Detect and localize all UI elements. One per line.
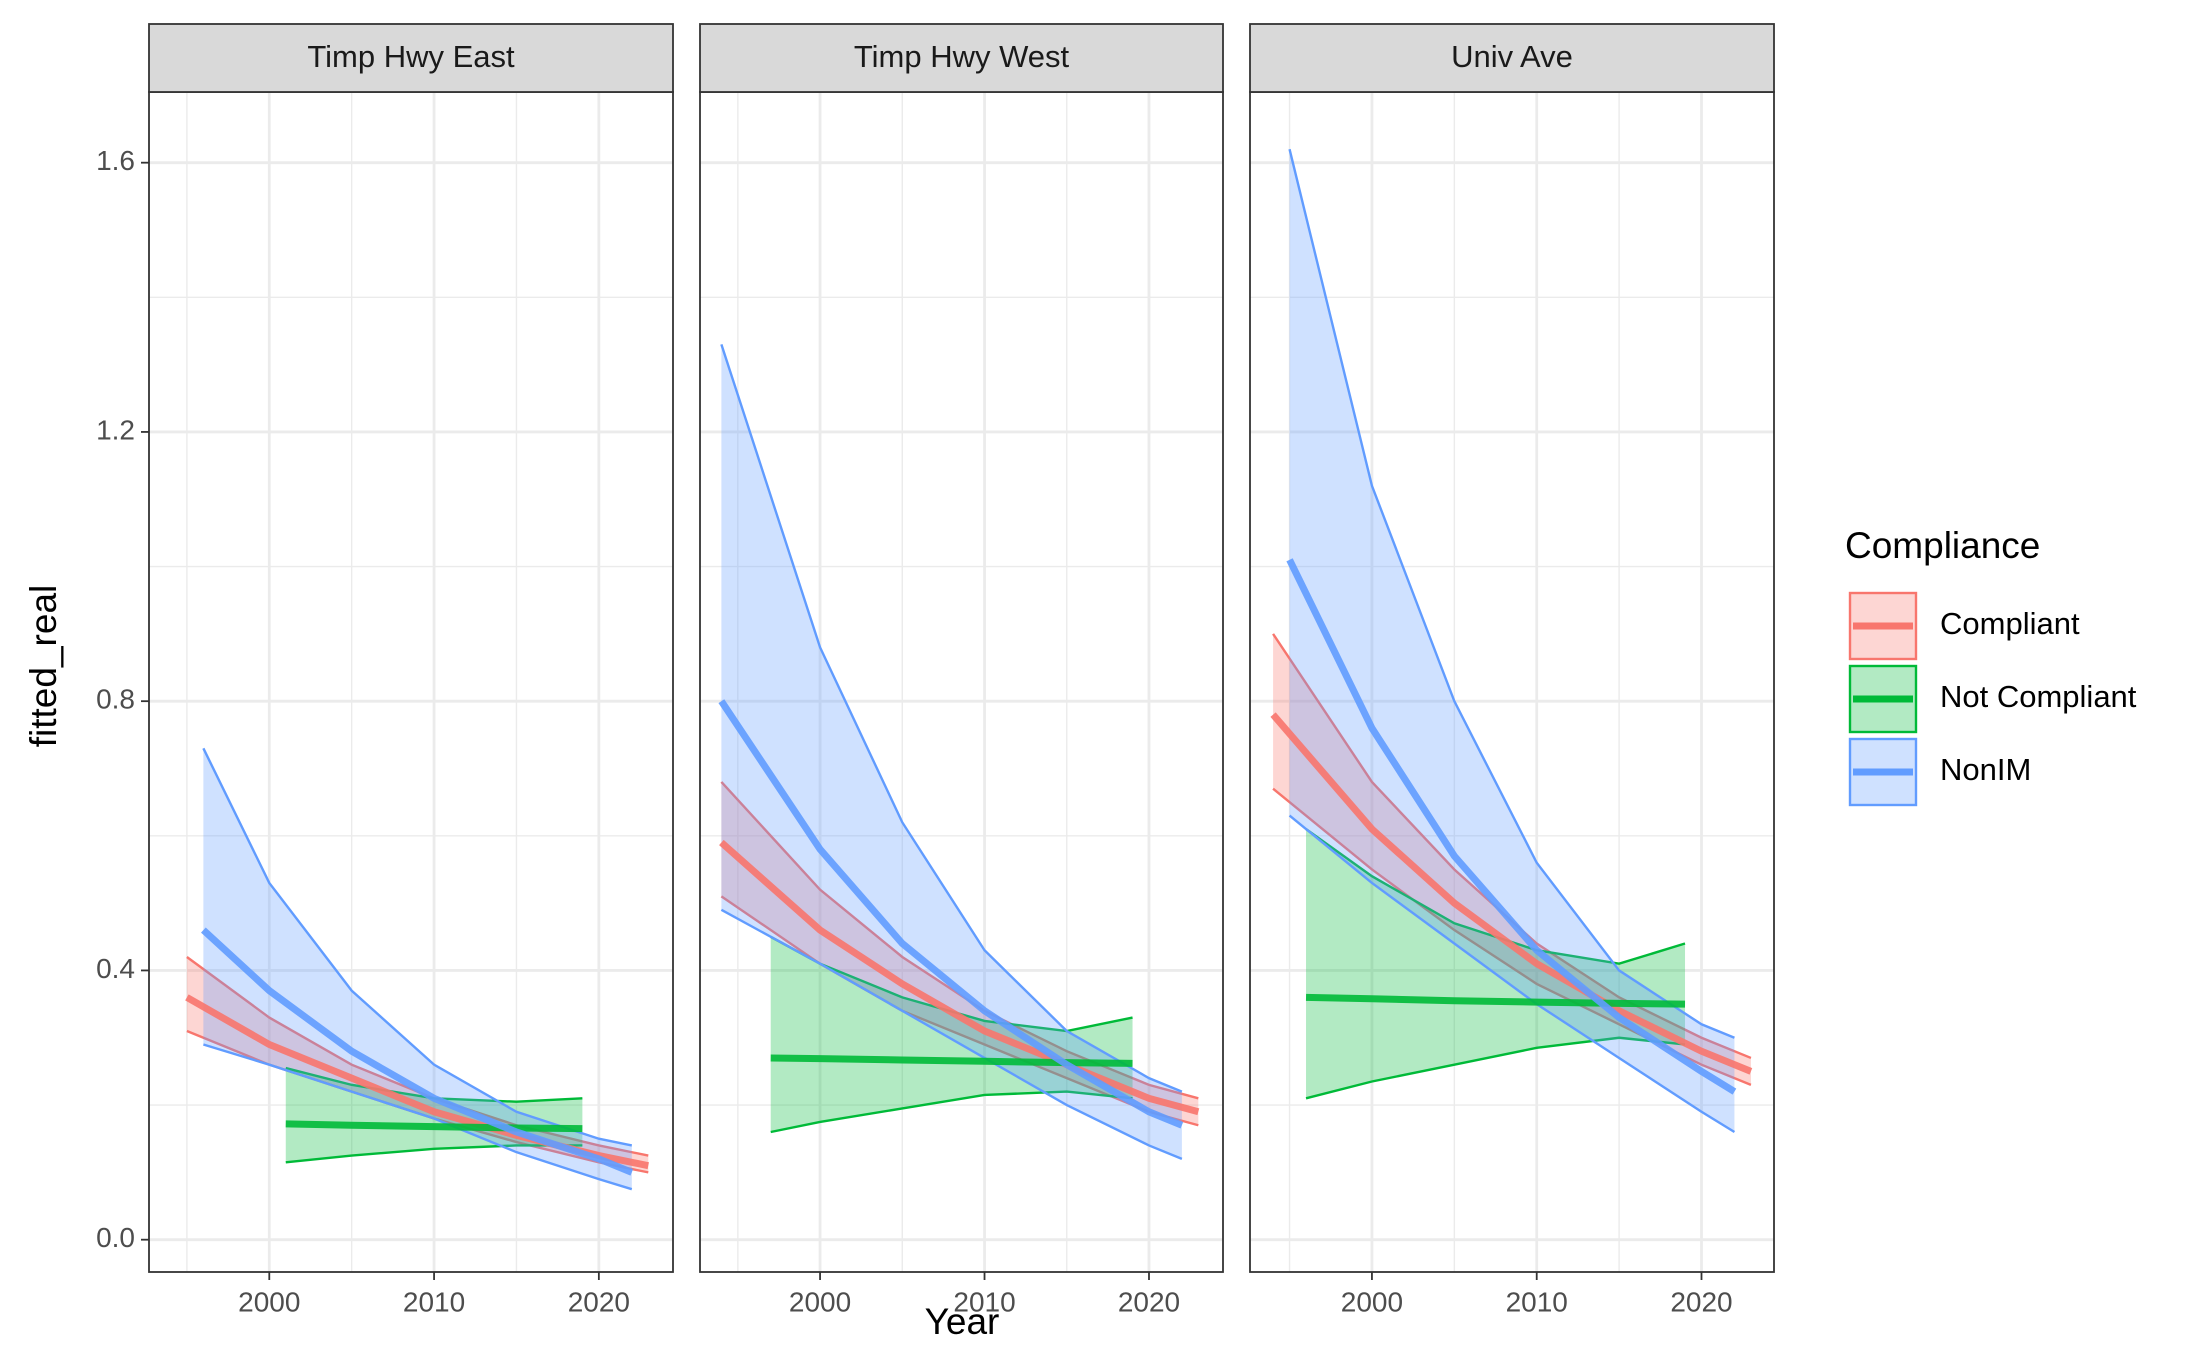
ribbon-edge — [285, 1144, 583, 1164]
strip-label: Univ Ave — [1451, 39, 1573, 74]
legend-title: Compliance — [1845, 525, 2040, 566]
x-tick-label: 2020 — [1118, 1286, 1180, 1317]
legend-label: NonIM — [1940, 752, 2031, 787]
y-tick-label: 0.8 — [96, 684, 135, 715]
fitted-line — [770, 1054, 1133, 1067]
fitted-line — [1286, 558, 1737, 1095]
strip-label: Timp Hwy East — [307, 39, 515, 74]
ribbon-edge — [1272, 787, 1752, 1086]
fitted-line — [285, 1120, 583, 1133]
y-tick-label: 0.0 — [96, 1222, 135, 1253]
y-tick-label: 1.6 — [96, 145, 135, 176]
x-axis-title: Year — [925, 1301, 1000, 1342]
x-tick-label: 2020 — [1670, 1286, 1732, 1317]
ribbon-edge — [720, 344, 1183, 1093]
y-tick-label: 0.4 — [96, 953, 135, 984]
strip — [148, 23, 674, 93]
fitted-line — [1270, 712, 1753, 1075]
ribbon-edge — [1305, 1036, 1686, 1100]
confidence-ribbon — [1273, 633, 1751, 1085]
fitted-line — [201, 927, 634, 1176]
y-axis-title: fitted_real — [23, 585, 64, 748]
x-tick-label: 2010 — [953, 1286, 1015, 1317]
confidence-ribbon — [186, 956, 649, 1173]
ribbon-edge — [1272, 633, 1752, 1060]
confidence-ribbon — [1289, 149, 1735, 1132]
confidence-ribbon — [721, 781, 1199, 1126]
strip — [699, 23, 1224, 93]
fitted-line — [719, 839, 1200, 1116]
fitted-line — [718, 699, 1184, 1129]
x-tick-label: 2010 — [403, 1286, 465, 1317]
confidence-ribbon — [770, 936, 1133, 1132]
fitted-line — [1305, 993, 1686, 1008]
x-tick-label: 2010 — [1506, 1286, 1568, 1317]
strip — [1249, 23, 1775, 93]
x-tick-label: 2020 — [568, 1286, 630, 1317]
strip-label: Timp Hwy West — [854, 39, 1070, 74]
x-tick-label: 2000 — [1341, 1286, 1403, 1317]
y-tick-label: 1.2 — [96, 414, 135, 445]
ribbon-edge — [203, 1043, 633, 1191]
x-tick-label: 2000 — [789, 1286, 851, 1317]
confidence-ribbon — [203, 748, 632, 1190]
ribbon-edge — [770, 1090, 1133, 1134]
confidence-ribbon — [1306, 829, 1686, 1099]
legend-label: Not Compliant — [1940, 679, 2137, 714]
ribbon-edge — [202, 747, 633, 1147]
legend-label: Compliant — [1940, 606, 2080, 641]
confidence-ribbon — [721, 344, 1182, 1159]
ribbon-edge — [1288, 148, 1735, 1039]
x-tick-label: 2000 — [238, 1286, 300, 1317]
